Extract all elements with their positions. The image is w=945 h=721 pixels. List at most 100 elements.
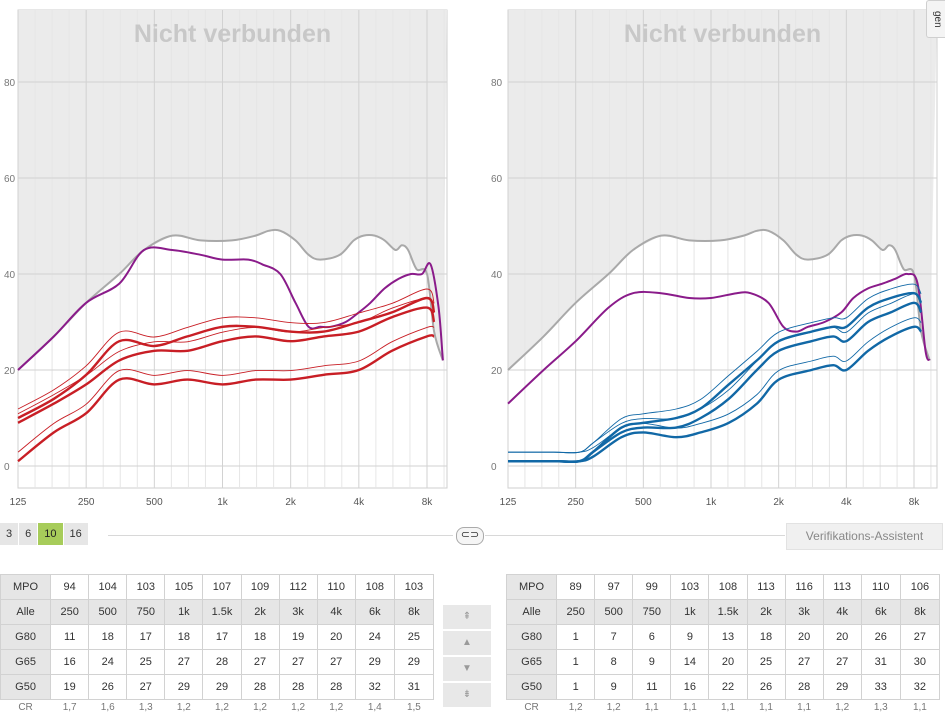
gain-row-g65-cell[interactable]: 27 — [822, 649, 862, 675]
mpo-row-cell[interactable]: 108 — [708, 574, 748, 600]
channel-button-3[interactable]: 3 — [0, 523, 20, 545]
gain-row-g50-label[interactable]: G50 — [0, 674, 52, 700]
gain-row-g80-cell[interactable]: 1 — [556, 624, 596, 650]
down-icon[interactable]: ▼ — [443, 657, 491, 681]
up-icon[interactable]: ▲ — [443, 631, 491, 655]
gain-row-g65-cell[interactable]: 16 — [50, 649, 90, 675]
gain-row-g50-cell[interactable]: 29 — [202, 674, 242, 700]
gain-row-g65-cell[interactable]: 27 — [316, 649, 356, 675]
gain-row-g65-cell[interactable]: 29 — [393, 649, 435, 675]
mpo-row-cell[interactable]: 106 — [899, 574, 941, 600]
channel-button-6[interactable]: 6 — [19, 523, 39, 545]
gain-row-g50-cell[interactable]: 19 — [50, 674, 90, 700]
gain-row-g50-label[interactable]: G50 — [505, 674, 558, 700]
gain-row-g65-cell[interactable]: 29 — [354, 649, 395, 675]
gain-row-g80-cell[interactable]: 25 — [393, 624, 435, 650]
gain-row-g65-cell[interactable]: 20 — [708, 649, 748, 675]
mpo-row-cell[interactable]: 94 — [50, 574, 90, 600]
gain-row-g80-cell[interactable]: 9 — [670, 624, 710, 650]
double-up-icon[interactable]: ⇞ — [443, 605, 491, 629]
link-ears-button[interactable]: ⊂⊃ — [456, 527, 484, 545]
gain-row-g80-cell[interactable]: 6 — [632, 624, 672, 650]
gain-row-g80-cell[interactable]: 18 — [88, 624, 128, 650]
double-down-icon[interactable]: ⇟ — [443, 683, 491, 707]
gain-row-g65-cell[interactable]: 25 — [126, 649, 166, 675]
gain-row-g80-label[interactable]: G80 — [505, 624, 558, 650]
gain-row-g80-cell[interactable]: 26 — [860, 624, 901, 650]
gain-row-g65-cell[interactable]: 28 — [202, 649, 242, 675]
gain-row-g65-cell[interactable]: 25 — [746, 649, 786, 675]
gain-row-g80-cell[interactable]: 18 — [164, 624, 204, 650]
gain-row-g80-cell[interactable]: 20 — [784, 624, 824, 650]
gain-row-g65-label[interactable]: G65 — [0, 649, 52, 675]
gain-row-g65-cell[interactable]: 27 — [278, 649, 318, 675]
mpo-row-cell[interactable]: 89 — [556, 574, 596, 600]
gain-row-g65-cell[interactable]: 8 — [594, 649, 634, 675]
gain-row-g50-cell[interactable]: 22 — [708, 674, 748, 700]
mpo-row-cell[interactable]: 103 — [126, 574, 166, 600]
gain-row-g80-cell[interactable]: 13 — [708, 624, 748, 650]
gain-row-g65-cell[interactable]: 14 — [670, 649, 710, 675]
gain-row-g50-cell[interactable]: 26 — [88, 674, 128, 700]
mpo-row-cell[interactable]: 116 — [784, 574, 824, 600]
gain-row-g65-cell[interactable]: 27 — [164, 649, 204, 675]
gain-row-g65-cell[interactable]: 27 — [784, 649, 824, 675]
gain-row-g65-cell[interactable]: 31 — [860, 649, 901, 675]
mpo-row-label[interactable]: MPO — [505, 574, 558, 600]
mpo-row-cell[interactable]: 97 — [594, 574, 634, 600]
gain-row-g50-cell[interactable]: 27 — [126, 674, 166, 700]
gain-row-g65-cell[interactable]: 9 — [632, 649, 672, 675]
gain-row-g80-cell[interactable]: 17 — [202, 624, 242, 650]
mpo-row-cell[interactable]: 108 — [354, 574, 395, 600]
mpo-row-cell[interactable]: 112 — [278, 574, 318, 600]
gain-row-g80-cell[interactable]: 18 — [240, 624, 280, 650]
gain-row-g50-cell[interactable]: 33 — [860, 674, 901, 700]
mpo-row-cell[interactable]: 103 — [393, 574, 435, 600]
gain-row-g50-cell[interactable]: 31 — [393, 674, 435, 700]
mpo-row-cell[interactable]: 110 — [316, 574, 356, 600]
gain-row-g80-cell[interactable]: 19 — [278, 624, 318, 650]
gain-row-g50-cell[interactable]: 32 — [354, 674, 395, 700]
gain-row-g50-cell[interactable]: 28 — [240, 674, 280, 700]
mpo-row-cell[interactable]: 103 — [670, 574, 710, 600]
channel-button-16[interactable]: 16 — [63, 523, 89, 545]
gain-row-g50-cell[interactable]: 29 — [164, 674, 204, 700]
gain-row-g65-label[interactable]: G65 — [505, 649, 558, 675]
gain-row-g50-cell[interactable]: 28 — [278, 674, 318, 700]
mpo-row-label[interactable]: MPO — [0, 574, 52, 600]
gain-row-g65-cell[interactable]: 24 — [88, 649, 128, 675]
gain-row-g80-cell[interactable]: 18 — [746, 624, 786, 650]
mpo-row-cell[interactable]: 105 — [164, 574, 204, 600]
side-panel-tab[interactable]: gen — [926, 0, 945, 38]
gain-row-g80-cell[interactable]: 7 — [594, 624, 634, 650]
gain-row-g80-cell[interactable]: 17 — [126, 624, 166, 650]
gain-row-g50-cell[interactable]: 29 — [822, 674, 862, 700]
gain-row-g65-cell[interactable]: 1 — [556, 649, 596, 675]
mpo-row-cell[interactable]: 110 — [860, 574, 901, 600]
mpo-row-cell[interactable]: 99 — [632, 574, 672, 600]
channel-button-10[interactable]: 10 — [38, 523, 64, 545]
gain-row-g50-cell[interactable]: 16 — [670, 674, 710, 700]
mpo-row-cell[interactable]: 109 — [240, 574, 280, 600]
gain-row-g50-cell[interactable]: 26 — [746, 674, 786, 700]
gain-row-g65-cell[interactable]: 27 — [240, 649, 280, 675]
gain-row-g80-cell[interactable]: 20 — [822, 624, 862, 650]
verification-assistant-button[interactable]: Verifikations-Assistent — [786, 523, 943, 550]
gain-row-g80-cell[interactable]: 20 — [316, 624, 356, 650]
bands-row-label[interactable]: Alle — [505, 599, 558, 625]
bands-row-label[interactable]: Alle — [0, 599, 52, 625]
gain-row-g50-cell[interactable]: 32 — [899, 674, 941, 700]
gain-row-g80-label[interactable]: G80 — [0, 624, 52, 650]
gain-row-g50-cell[interactable]: 11 — [632, 674, 672, 700]
gain-row-g50-cell[interactable]: 28 — [784, 674, 824, 700]
gain-row-g65-cell[interactable]: 30 — [899, 649, 941, 675]
mpo-row-cell[interactable]: 113 — [822, 574, 862, 600]
mpo-row-cell[interactable]: 113 — [746, 574, 786, 600]
gain-row-g80-cell[interactable]: 27 — [899, 624, 941, 650]
gain-row-g80-cell[interactable]: 11 — [50, 624, 90, 650]
mpo-row-cell[interactable]: 107 — [202, 574, 242, 600]
gain-row-g50-cell[interactable]: 9 — [594, 674, 634, 700]
gain-row-g80-cell[interactable]: 24 — [354, 624, 395, 650]
gain-row-g50-cell[interactable]: 1 — [556, 674, 596, 700]
gain-row-g50-cell[interactable]: 28 — [316, 674, 356, 700]
